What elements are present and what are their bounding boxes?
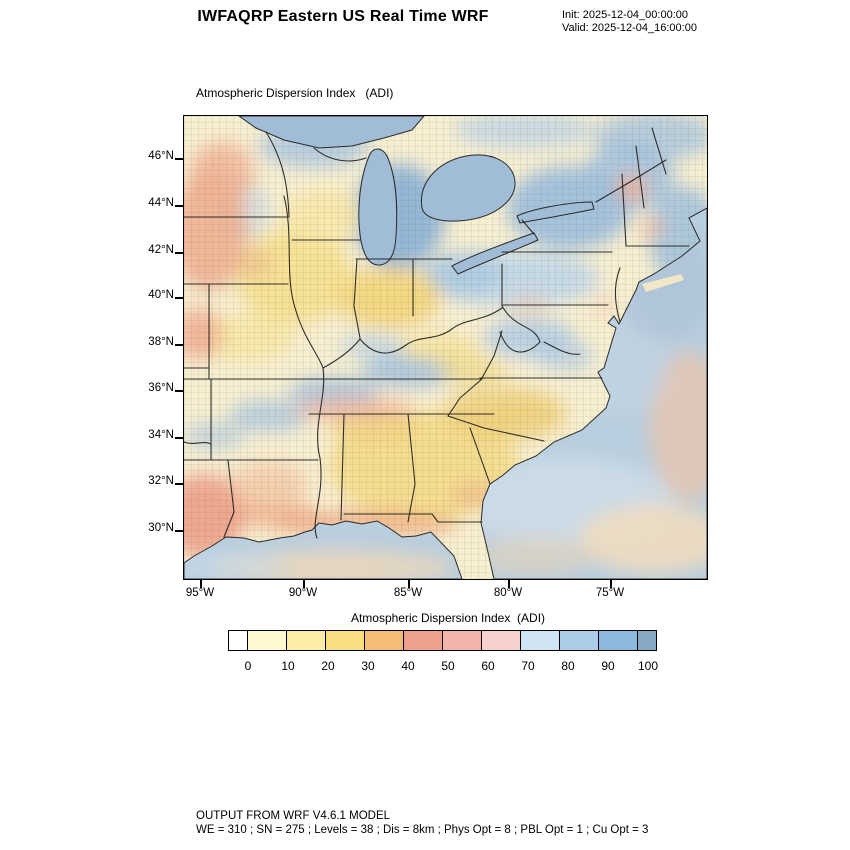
state-boundaries xyxy=(184,127,690,539)
colorbar-swatch xyxy=(481,630,521,651)
lat-tick-mark xyxy=(175,297,183,299)
colorbar-swatch xyxy=(364,630,404,651)
lon-tick-label: 95°W xyxy=(185,587,215,599)
great-lakes xyxy=(238,116,595,275)
colorbar-tick-label: 90 xyxy=(601,659,615,673)
footer-notes: OUTPUT FROM WRF V4.6.1 MODEL WE = 310 ; … xyxy=(196,809,648,837)
lat-tick-mark xyxy=(175,158,183,160)
model-version-line: OUTPUT FROM WRF V4.6.1 MODEL xyxy=(196,810,391,822)
lake-ontario xyxy=(516,201,595,224)
colorbar-tick-label: 0 xyxy=(244,659,252,673)
colorbar-tick-label: 60 xyxy=(481,659,495,673)
lat-tick-mark xyxy=(175,437,183,439)
colorbar-swatch xyxy=(442,630,482,651)
lat-tick-mark xyxy=(175,205,183,207)
lon-tick-mark xyxy=(303,579,305,588)
lat-tick-label: 46°N xyxy=(148,150,174,162)
colorbar-swatch xyxy=(637,630,657,651)
colorbar-swatch xyxy=(598,630,638,651)
lat-tick-mark xyxy=(175,483,183,485)
lon-tick-label: 75°W xyxy=(595,587,625,599)
colorbar-swatch xyxy=(247,630,287,651)
lat-tick-label: 42°N xyxy=(148,244,174,256)
lon-tick-label: 80°W xyxy=(493,587,523,599)
colorbar-swatch xyxy=(403,630,443,651)
page-title: IWFAQRP Eastern US Real Time WRF xyxy=(197,8,489,25)
lake-erie xyxy=(451,232,539,275)
lat-tick-label: 34°N xyxy=(148,429,174,441)
colorbar-swatch xyxy=(286,630,326,651)
lake-superior xyxy=(238,116,425,149)
lake-huron xyxy=(420,154,516,222)
map-subtitle: Atmospheric Dispersion Index (ADI) xyxy=(196,86,394,100)
lat-tick-mark xyxy=(175,344,183,346)
colorbar-tick-label: 100 xyxy=(637,659,659,673)
lon-tick-mark xyxy=(610,579,612,588)
colorbar-tick-label: 10 xyxy=(281,659,295,673)
colorbar-tick-label: 70 xyxy=(521,659,535,673)
lake-michigan xyxy=(358,148,398,266)
lon-tick-mark xyxy=(408,579,410,588)
adi-map-canvas xyxy=(183,115,708,580)
valid-time-label: Valid: 2025-12-04_16:00:00 xyxy=(562,22,697,34)
lat-tick-label: 32°N xyxy=(148,475,174,487)
lon-tick-label: 90°W xyxy=(288,587,318,599)
lon-tick-label: 85°W xyxy=(393,587,423,599)
lat-tick-mark xyxy=(175,390,183,392)
lat-tick-label: 38°N xyxy=(148,336,174,348)
long-island xyxy=(642,274,684,292)
lat-tick-label: 36°N xyxy=(148,382,174,394)
lon-tick-mark xyxy=(200,579,202,588)
colorbar-swatch xyxy=(520,630,560,651)
colorbar-tick-label: 80 xyxy=(561,659,575,673)
lat-tick-label: 30°N xyxy=(148,522,174,534)
model-config-line: WE = 310 ; SN = 275 ; Levels = 38 ; Dis … xyxy=(196,824,649,836)
colorbar-labels: 0 10 20 30 40 50 60 70 80 90 100 xyxy=(228,659,668,675)
colorbar-swatch xyxy=(228,630,248,651)
lat-tick-mark xyxy=(175,252,183,254)
run-info: Init: 2025-12-04_00:00:00 Valid: 2025-12… xyxy=(562,9,697,35)
lat-tick-mark xyxy=(175,530,183,532)
adi-map-svg xyxy=(184,116,707,579)
colorbar-swatch xyxy=(559,630,599,651)
colorbar-tick-label: 50 xyxy=(441,659,455,673)
colorbar-swatch xyxy=(325,630,365,651)
colorbar xyxy=(228,630,657,651)
colorbar-tick-label: 20 xyxy=(321,659,335,673)
lat-tick-label: 44°N xyxy=(148,197,174,209)
lat-tick-label: 40°N xyxy=(148,289,174,301)
colorbar-tick-label: 30 xyxy=(361,659,375,673)
lon-tick-mark xyxy=(508,579,510,588)
colorbar-tick-label: 40 xyxy=(401,659,415,673)
init-time-label: Init: 2025-12-04_00:00:00 xyxy=(562,9,688,21)
colorbar-title: Atmospheric Dispersion Index (ADI) xyxy=(350,611,546,625)
